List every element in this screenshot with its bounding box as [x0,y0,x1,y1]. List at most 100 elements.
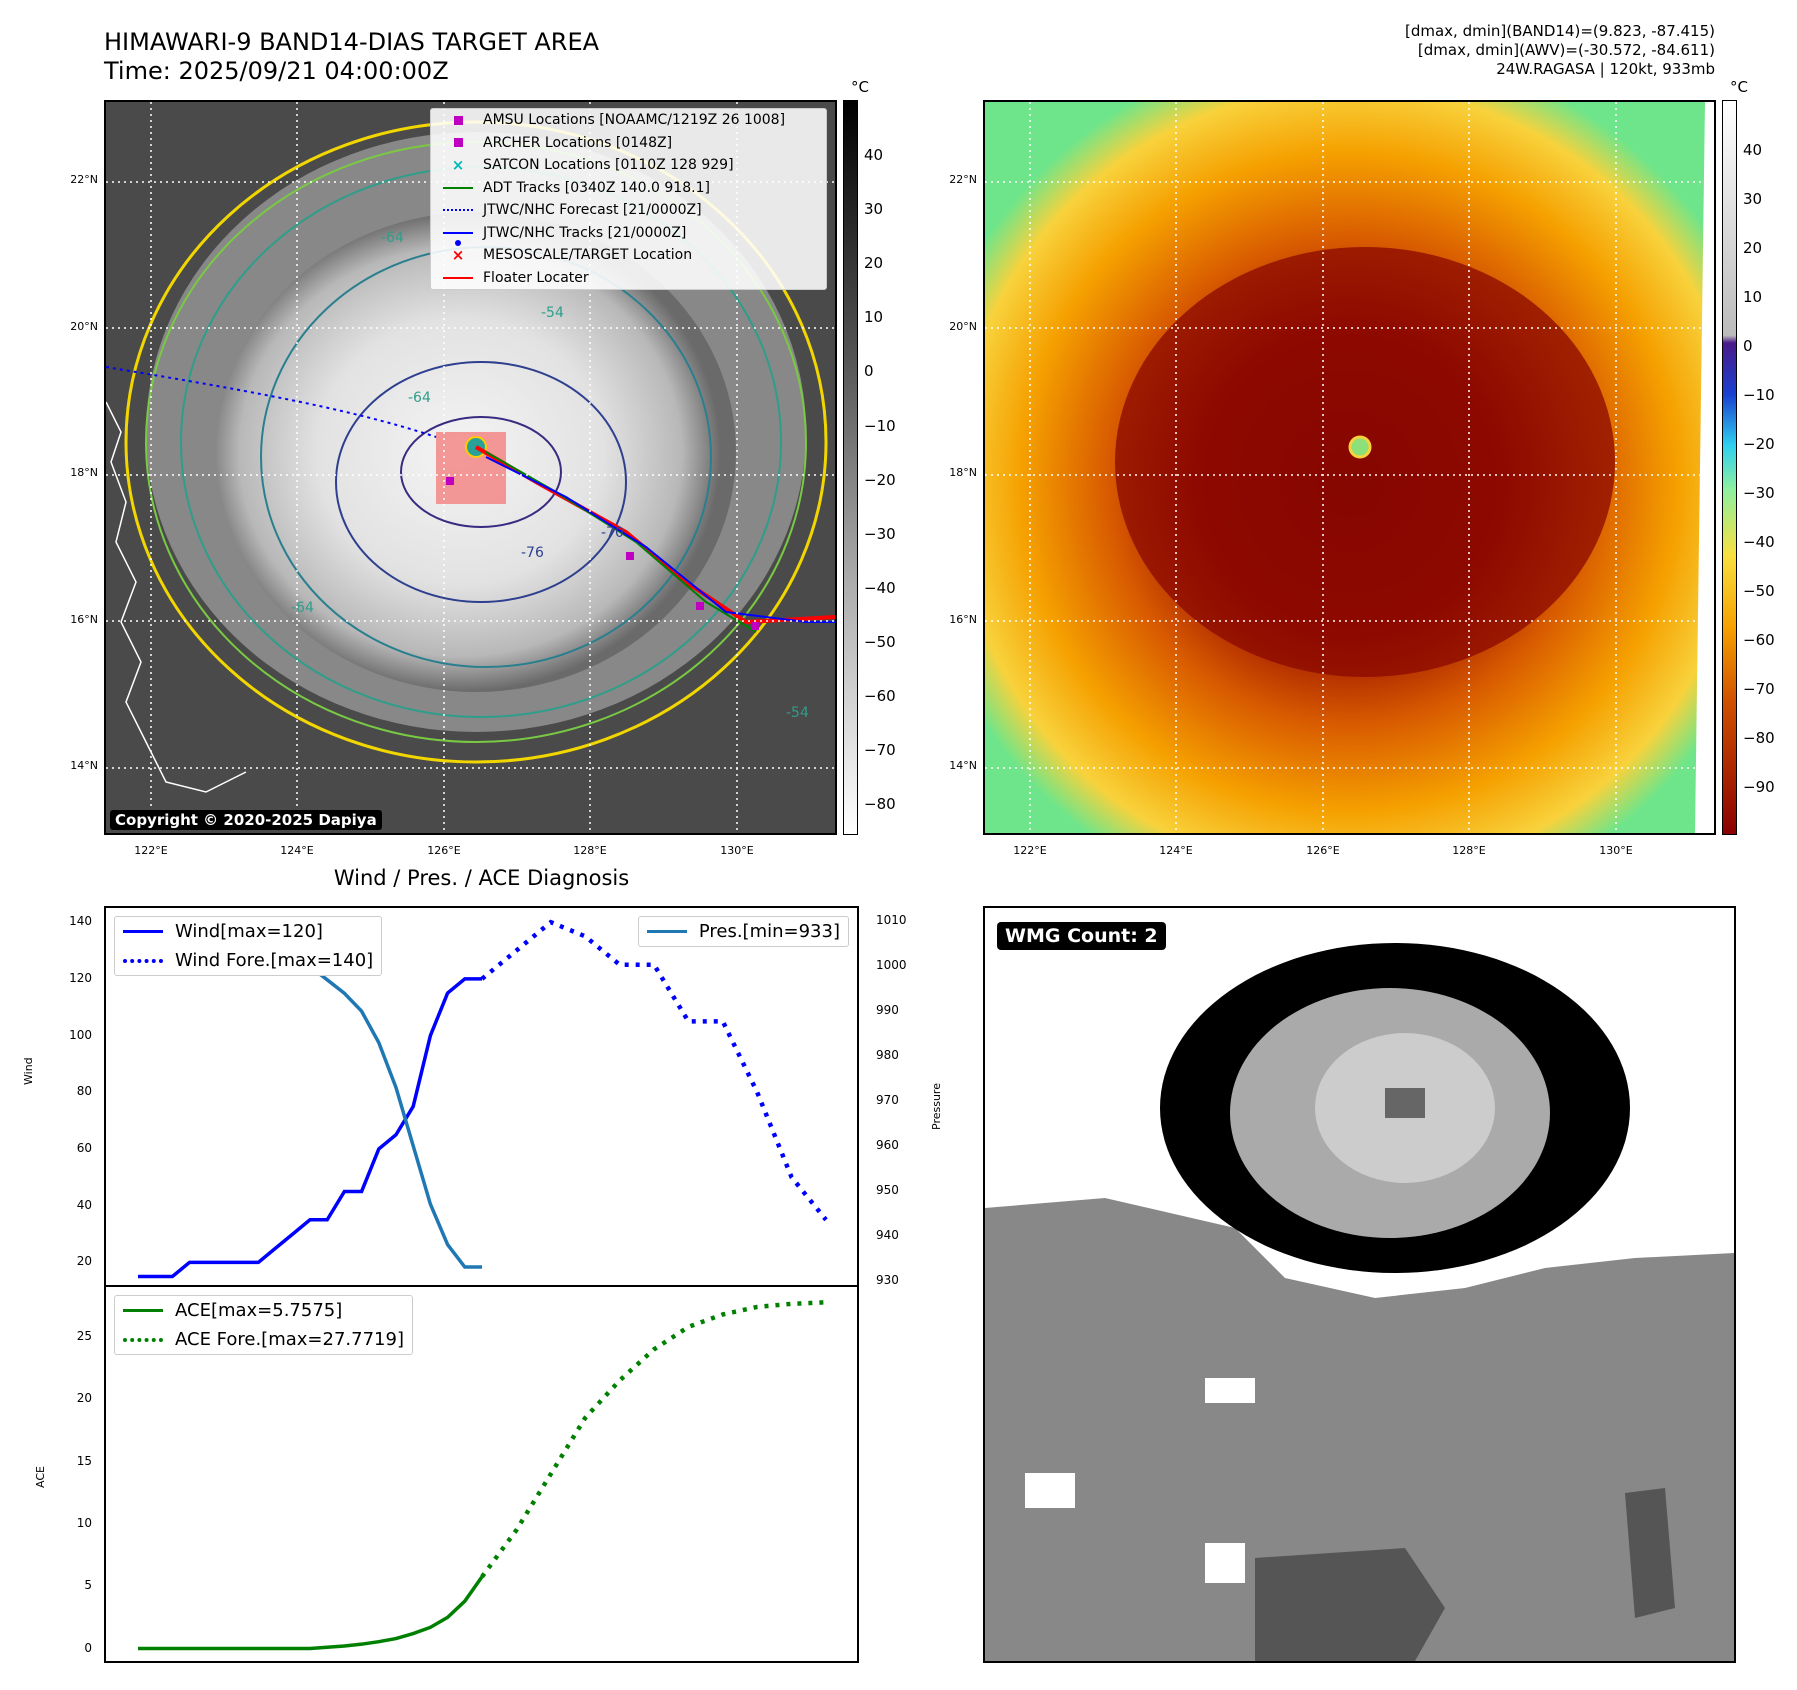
pressure-series [137,928,482,1269]
dotted-line-icon [123,958,163,963]
ace-chart [138,1300,827,1651]
axis-tick-label: 25 [76,1328,92,1343]
amsu-marker-2 [696,602,704,610]
legend-label: Wind[max=120] [175,921,323,942]
lon-label: 122°E [1013,844,1047,857]
legend-item-floater: Floater Locater [431,267,826,290]
square-icon [441,138,475,148]
ace-legend: ACE[max=5.7575] ACE Fore.[max=27.7719] [114,1295,413,1355]
colorbar-tick: 40 [864,146,884,164]
contour-label-4: -76 [521,545,544,561]
figure-title: HIMAWARI-9 BAND14-DIAS TARGET AREA Time:… [104,28,599,86]
axis-tick-label: 20 [76,1254,92,1269]
axis-tick-label: 1000 [876,958,907,973]
colorbar-tick: −60 [1743,631,1775,649]
solid-line-icon [646,930,687,933]
line-icon [441,186,475,189]
jtwc-track [485,456,835,623]
axis-tick-label: 1010 [876,913,907,928]
colorbar-tick: −50 [1743,582,1775,600]
colorbar-tick: 20 [864,254,884,273]
colorbar-tick: −90 [1743,778,1775,796]
colorbar-tick: −20 [864,470,896,489]
wmg-white-patch [1025,1473,1075,1508]
colorbar-unit: °C [1730,78,1748,96]
lat-label: 20°N [70,320,98,333]
axis-tick-label: 970 [876,1092,899,1107]
lat-label: 18°N [70,466,98,479]
title-line-1: HIMAWARI-9 BAND14-DIAS TARGET AREA [104,28,600,56]
lon-label: 128°E [573,844,607,857]
lat-label: 22°N [949,173,977,186]
legend-item-ace-fore: ACE Fore.[max=27.7719] [115,1325,412,1354]
legend-item-wind-fore: Wind Fore.[max=140] [115,946,381,975]
lat-label: 14°N [949,759,977,772]
ace-forecast-series [480,1300,827,1579]
legend-label: AMSU Locations [NOAAMC/1219Z 26 1008] [483,112,786,129]
no-data-edge [1695,102,1714,833]
axis-tick-label: 100 [69,1027,92,1042]
ir-colorbar [843,100,858,835]
axis-tick-label: 15 [76,1453,92,1468]
legend-item-satcon: × SATCON Locations [0110Z 128 929] [431,154,826,177]
lon-label: 124°E [1159,844,1193,857]
contour-label-6: -54 [786,705,809,721]
legend-label: ACE[max=5.7575] [175,1300,343,1321]
colorbar-tick: −30 [1743,484,1775,502]
lat-label: 22°N [70,173,98,186]
dotted-line-icon [441,209,475,212]
lon-label: 126°E [427,844,461,857]
lon-label: 126°E [1306,844,1340,857]
legend-item-adt: ADT Tracks [0340Z 140.0 918.1] [431,177,826,200]
wmg-white-patch [1205,1543,1245,1583]
legend-label: JTWC/NHC Forecast [21/0000Z] [483,202,702,219]
colorbar-tick: −20 [1743,435,1775,453]
stats-line-2: [dmax, dmin](AWV)=(-30.572, -84.611) [1417,41,1715,59]
wmg-white-patch [1205,1378,1255,1403]
stats-block: [dmax, dmin](BAND14)=(9.823, -87.415) [d… [1405,22,1715,79]
lon-label: 122°E [134,844,168,857]
colorbar-tick: −10 [864,416,896,435]
wind-series [138,977,482,1279]
lon-label: 124°E [280,844,314,857]
axis-tick-label: 10 [76,1515,92,1530]
title-line-2: Time: 2025/09/21 04:00:00Z [104,57,449,85]
wmg-gray-region [985,1198,1734,1661]
colorbar-tick: 0 [1743,337,1753,355]
contour-navy [335,361,627,603]
graticule [985,102,1714,833]
axis-tick-label: 930 [876,1272,899,1287]
axis-tick-label: 80 [76,1084,92,1099]
pressure-legend: Pres.[min=933] [637,916,849,947]
colorbar-tick: 30 [864,200,884,219]
wind-legend: Wind[max=120] Wind Fore.[max=140] [114,916,383,976]
lat-label: 14°N [70,759,98,772]
colorbar-tick: −30 [864,524,896,543]
legend-label: ACE Fore.[max=27.7719] [175,1329,404,1350]
legend-label: Wind Fore.[max=140] [175,950,374,971]
legend-item-wind: Wind[max=120] [115,917,381,946]
contour-label-7: -64 [291,600,314,616]
legend-item-amsu: AMSU Locations [NOAAMC/1219Z 26 1008] [431,109,826,132]
pressure-axis-label: Pressure [930,1083,943,1130]
x-icon: × [451,156,465,175]
awv-map-panel [983,100,1716,835]
map-legend: AMSU Locations [NOAAMC/1219Z 26 1008] AR… [430,108,827,290]
legend-label: Floater Locater [483,269,589,286]
x-icon: × [451,246,465,265]
legend-item-tracks: JTWC/NHC Tracks [21/0000Z] [431,222,826,246]
colorbar-tick: −40 [864,578,896,597]
wmg-panel: WMG Count: 2 [983,906,1736,1663]
contour-label-1: -64 [408,390,431,406]
colorbar-tick: 0 [864,362,874,381]
ace-panel: ACE[max=5.7575] ACE Fore.[max=27.7719] [104,1285,859,1663]
amsu-marker-1 [626,552,634,560]
wmg-dark-strip [1625,1488,1675,1618]
wmg-eye-pixels [1385,1088,1425,1118]
axis-tick-label: 20 [76,1391,92,1406]
lat-label: 20°N [949,320,977,333]
diagnosis-title: Wind / Pres. / ACE Diagnosis [333,866,630,890]
axis-tick-label: 950 [876,1182,899,1197]
colorbar-tick: −70 [1743,680,1775,698]
archer-marker [446,477,454,485]
